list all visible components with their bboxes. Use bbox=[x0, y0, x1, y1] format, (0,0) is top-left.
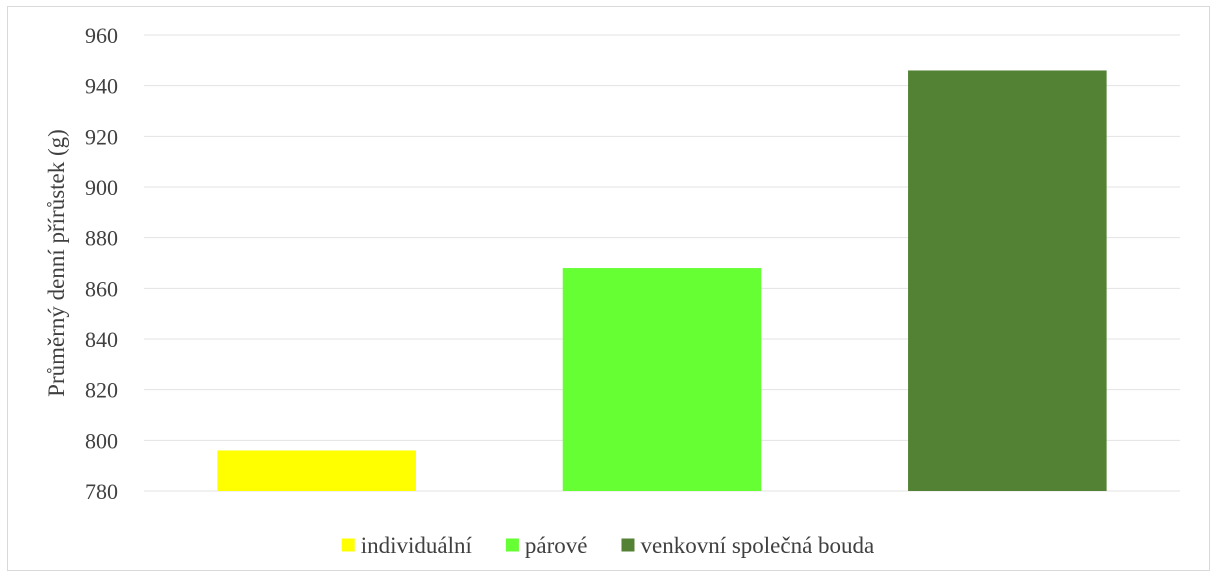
y-tick-label: 820 bbox=[85, 378, 118, 403]
legend-swatch bbox=[341, 538, 355, 552]
bars bbox=[217, 70, 1107, 491]
chart-frame bbox=[7, 6, 1210, 571]
legend: individuální párové venkovní společná boud… bbox=[341, 533, 874, 558]
y-tick-label: 940 bbox=[85, 74, 118, 99]
y-tick-label: 920 bbox=[85, 124, 118, 149]
y-tick-label: 860 bbox=[85, 276, 118, 301]
y-tick-label: 880 bbox=[85, 226, 118, 251]
legend-item: individuální bbox=[341, 533, 473, 558]
y-tick-label: 780 bbox=[85, 479, 118, 504]
bar-3 bbox=[908, 70, 1107, 491]
bar-2 bbox=[562, 268, 762, 491]
legend-swatch bbox=[621, 538, 635, 552]
legend-swatch bbox=[505, 538, 519, 552]
bar-1 bbox=[217, 450, 416, 491]
legend-label: venkovní společná bouda bbox=[640, 533, 874, 558]
y-axis-label: Průměrný denní přírůstek (g) bbox=[44, 129, 69, 397]
y-tick-label: 840 bbox=[85, 327, 118, 352]
legend-item: venkovní společná bouda bbox=[621, 533, 874, 558]
legend-label: párové bbox=[525, 533, 588, 558]
legend-item: párové bbox=[505, 533, 588, 558]
y-tick-label: 960 bbox=[85, 23, 118, 48]
legend-label: individuální bbox=[361, 533, 473, 558]
y-tick-label: 800 bbox=[85, 428, 118, 453]
y-tick-label: 900 bbox=[85, 175, 118, 200]
y-axis-tick-labels: 780 800 820 840 860 880 900 920 940 960 bbox=[85, 23, 118, 504]
